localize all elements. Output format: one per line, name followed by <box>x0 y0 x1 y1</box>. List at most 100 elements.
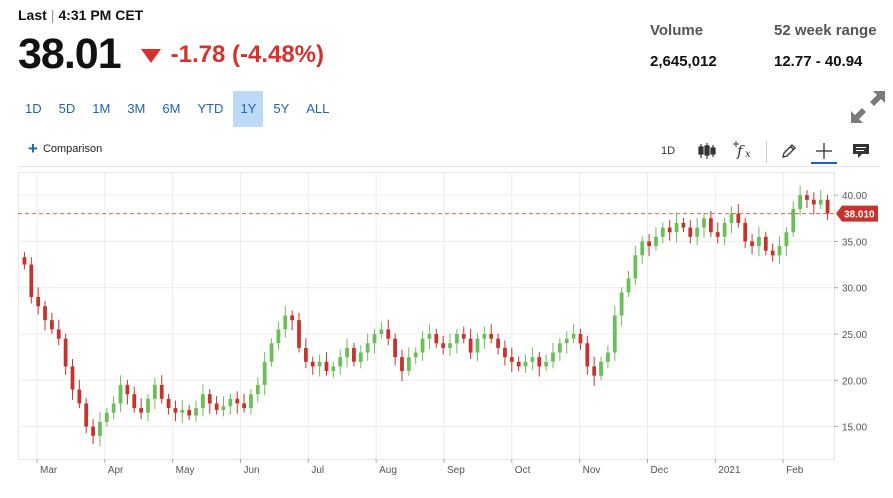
range-label: 52 week range <box>774 22 877 39</box>
candle-body <box>290 315 295 321</box>
x-tick-label: Apr <box>108 465 124 476</box>
interval-button[interactable]: 1D <box>660 145 676 157</box>
candle-body <box>152 384 157 399</box>
y-tick-label: 15.00 <box>842 423 867 434</box>
candle-body <box>448 343 452 348</box>
last-price-tag-label: 38.010 <box>844 210 875 221</box>
candle-body <box>496 338 500 348</box>
y-tick-label: 40.00 <box>842 191 867 202</box>
price-chart[interactable]: 40.00 35.00 30.00 25.00 20.00 15.00 Mar Apr May J… <box>18 172 880 488</box>
range-stat: 52 week range 12.77 - 40.94 <box>774 22 877 70</box>
y-tick-label: 35.00 <box>842 237 867 248</box>
candle-body <box>503 347 507 358</box>
candle-body <box>345 347 349 358</box>
candle-body <box>276 329 281 344</box>
candle-body <box>50 320 54 330</box>
quote-header: Last | 4:31 PM CET <box>18 7 143 23</box>
price-change: -1.78 (-4.48%) <box>140 41 324 69</box>
candle-body <box>715 232 720 237</box>
expand-icon[interactable] <box>851 91 885 123</box>
range-button-ytd[interactable]: YTD <box>197 101 224 116</box>
range-button-6m[interactable]: 6M <box>162 101 181 116</box>
candle-body <box>77 389 82 404</box>
x-tick-label: May <box>176 465 195 476</box>
candle-body <box>640 241 645 256</box>
candle-body <box>674 222 679 233</box>
candle-body <box>757 236 761 247</box>
range-button-all[interactable]: ALL <box>306 101 330 116</box>
candle-body <box>585 343 590 367</box>
svg-text:x: x <box>745 149 751 160</box>
candle-body <box>159 384 164 399</box>
range-button-5d[interactable]: 5D <box>58 101 76 116</box>
candle-body <box>324 361 329 372</box>
last-trade-line: Last | 4:31 PM CET <box>18 7 143 23</box>
candle-body <box>530 357 535 362</box>
x-tick-label: Dec <box>650 465 668 476</box>
y-tick-label: 30.00 <box>842 284 867 295</box>
comparison-button[interactable]: + Comparison <box>28 140 102 157</box>
range-button-1m[interactable]: 1M <box>92 101 111 116</box>
candle-body <box>688 227 693 237</box>
candle-body <box>654 236 658 247</box>
candle-body <box>729 213 734 223</box>
x-tick-label: Sep <box>447 465 465 476</box>
range-button-1d[interactable]: 1D <box>25 101 42 116</box>
candle-body <box>544 361 549 367</box>
crosshair-icon[interactable] <box>811 140 837 164</box>
x-tick-label: Feb <box>786 465 804 476</box>
candle-body <box>173 408 178 413</box>
candle-body <box>599 361 603 376</box>
volume-label: Volume <box>650 22 704 39</box>
range-selector: 1D 5D 1M 3M 6M YTD 1Y 5Y ALL <box>18 91 339 127</box>
candle-body <box>557 343 562 353</box>
candle-body <box>763 236 768 251</box>
candle-body <box>798 195 802 210</box>
candlestick-icon[interactable] <box>694 140 720 162</box>
x-tick-label: Jul <box>311 465 324 476</box>
x-tick-label: Aug <box>379 465 397 476</box>
candle-body <box>303 347 308 362</box>
candle-body <box>695 227 700 237</box>
last-price: 38.01 <box>18 30 122 78</box>
candle-body <box>194 408 198 416</box>
comment-icon[interactable] <box>848 140 874 162</box>
candle-body <box>98 421 102 436</box>
range-button-3m[interactable]: 3M <box>127 101 146 116</box>
x-tick-label: Nov <box>583 465 601 476</box>
pencil-icon[interactable] <box>776 140 802 162</box>
candle-body <box>551 352 555 362</box>
candle-body <box>36 296 41 307</box>
candle-body <box>358 352 363 362</box>
candle-body <box>619 292 624 316</box>
candle-body <box>70 366 75 390</box>
candle-body <box>166 398 171 409</box>
function-icon[interactable]: f x <box>731 140 757 162</box>
candle-body <box>255 384 260 395</box>
candle-body <box>489 334 494 339</box>
chart-svg: 40.00 35.00 30.00 25.00 20.00 15.00 Mar Apr May J… <box>18 172 878 476</box>
range-button-1y[interactable]: 1Y <box>233 91 264 127</box>
price-row: 38.01 -1.78 (-4.48%) <box>18 30 324 79</box>
candle-body <box>482 334 487 339</box>
candle-body <box>201 394 205 409</box>
range-button-5y[interactable]: 5Y <box>273 101 290 116</box>
candle-body <box>509 357 514 362</box>
candle-body <box>400 357 404 372</box>
svg-text:f: f <box>736 142 745 160</box>
candle-body <box>386 329 391 339</box>
last-time: 4:31 PM CET <box>58 7 144 23</box>
candle-body <box>722 222 727 237</box>
volume-value: 2,645,012 <box>650 53 717 70</box>
candle-body <box>660 227 665 237</box>
candle-body <box>249 394 253 409</box>
candle-body <box>592 366 597 376</box>
candle-body <box>461 334 466 339</box>
candle-body <box>242 403 246 409</box>
candle-body <box>352 347 356 362</box>
candle-body <box>43 306 47 321</box>
candle-body <box>434 334 439 344</box>
candle-body <box>118 384 123 404</box>
candle-body <box>578 334 583 344</box>
candle-body <box>633 255 638 279</box>
